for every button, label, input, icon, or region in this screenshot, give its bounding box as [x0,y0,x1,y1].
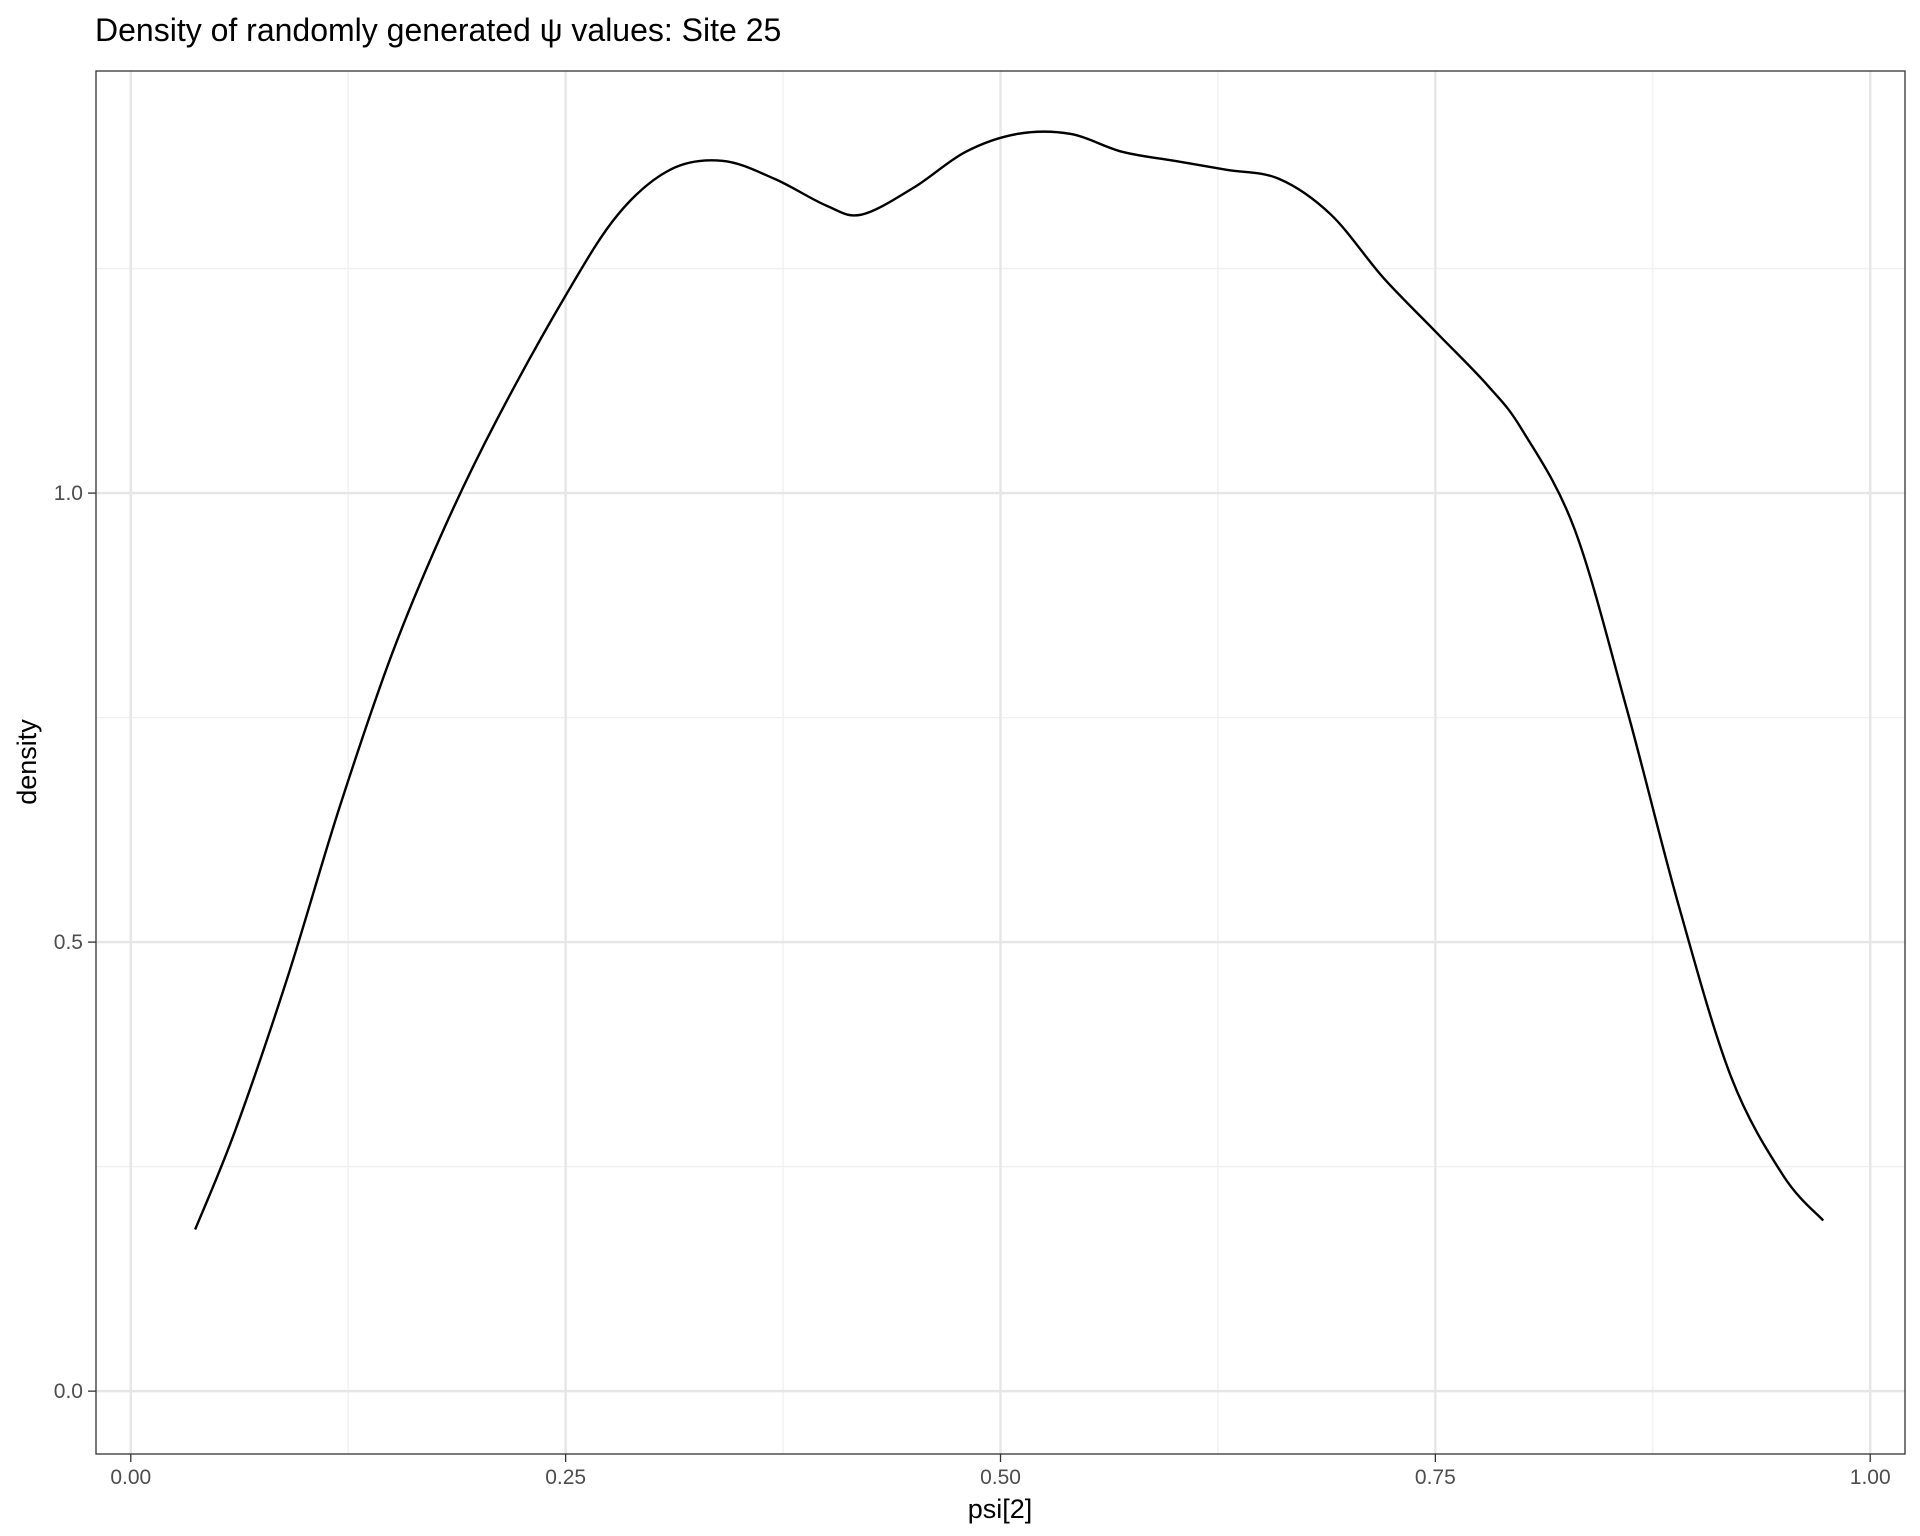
density-series [194,130,1825,1230]
y-axis-title: density [12,719,42,805]
density-line [194,130,1825,1230]
x-tick-label: 0.75 [1415,1466,1456,1489]
y-axis: 0.0 0.5 1.0 [54,482,96,1403]
x-axis: 0.00 0.25 0.50 0.75 1.00 [110,1454,1891,1489]
x-tick-label: 0.25 [545,1466,586,1489]
y-tick-label: 1.0 [54,482,83,505]
x-tick-label: 1.00 [1850,1466,1891,1489]
y-tick-label: 0.0 [54,1380,83,1403]
x-tick-label: 0.00 [110,1466,151,1489]
y-tick-label: 0.5 [54,931,83,954]
x-tick-label: 0.50 [980,1466,1021,1489]
x-axis-title: psi[2] [968,1494,1033,1524]
major-gridlines [96,71,1905,1454]
chart-title: Density of randomly generated ψ values: … [95,12,781,48]
